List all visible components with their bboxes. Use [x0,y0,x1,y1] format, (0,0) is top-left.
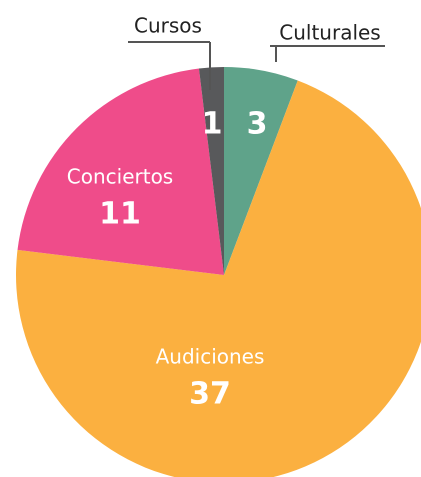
leader-line [128,41,211,90]
slice-label: Culturales [279,21,380,45]
slice-label: Audiciones [156,345,265,369]
value-label: 1 [202,107,223,142]
slice-label: Conciertos [67,165,173,189]
value-label: 3 [247,107,268,142]
value-label: 37 [189,377,231,412]
value-label: 11 [99,197,141,232]
pie-slice [224,67,298,275]
leader-line [270,45,385,62]
slice-label: Cursos [134,14,202,38]
pie-slice [17,68,224,275]
pie-slice [16,80,421,477]
pie-slice [198,67,224,275]
